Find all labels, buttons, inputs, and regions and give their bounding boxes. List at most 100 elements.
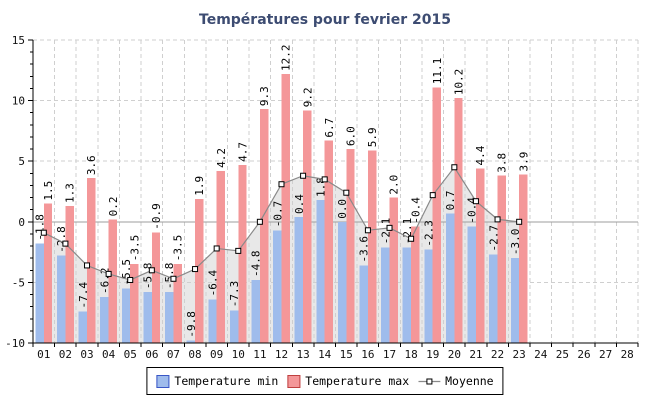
moyenne-marker-14 <box>321 176 328 183</box>
bar-temp-min-01 <box>35 243 44 343</box>
bar-temp-max-08 <box>195 198 204 343</box>
x-tick-label: 01 <box>37 348 50 361</box>
x-tick-label: 05 <box>124 348 137 361</box>
x-tick-label: 23 <box>513 348 526 361</box>
label-temp-max-03: 3.6 <box>85 155 98 175</box>
moyenne-marker-21 <box>472 198 479 205</box>
y-tick-label: 10 <box>12 95 25 108</box>
x-tick-label: 17 <box>383 348 396 361</box>
bar-temp-max-20 <box>454 98 463 344</box>
bar-temp-max-01 <box>43 203 53 343</box>
y-tick-label: 15 <box>12 34 25 47</box>
bar-temp-min-12 <box>273 230 282 343</box>
y-tick-label: 5 <box>18 155 25 168</box>
legend-label-temp-min: Temperature min <box>174 374 279 388</box>
moyenne-marker-09 <box>213 245 220 252</box>
label-temp-min-09: -6.4 <box>206 270 219 297</box>
legend-item-temp-max: Temperature max <box>287 374 409 388</box>
bar-temp-min-07 <box>165 292 174 343</box>
moyenne-marker-10 <box>235 247 242 254</box>
label-temp-max-15: 6.0 <box>345 126 358 146</box>
bar-temp-max-09 <box>216 170 226 343</box>
moyenne-marker-05 <box>127 276 134 283</box>
moyenne-marker-18 <box>408 235 415 242</box>
label-temp-max-20: 10.2 <box>453 69 466 96</box>
label-temp-min-16: -3.6 <box>358 236 371 263</box>
label-temp-min-13: 0.4 <box>293 194 306 214</box>
moyenne-marker-04 <box>105 270 112 277</box>
bar-temp-min-03 <box>78 311 88 343</box>
bar-temp-min-19 <box>424 249 433 343</box>
label-temp-min-06: -5.8 <box>142 263 155 290</box>
bar-temp-max-18 <box>411 226 420 343</box>
x-tick-label: 25 <box>556 348 569 361</box>
label-temp-min-12: -0.7 <box>271 201 284 228</box>
label-temp-min-20: 0.7 <box>444 190 457 210</box>
x-tick-label: 11 <box>253 348 266 361</box>
label-temp-max-12: 12.2 <box>280 44 293 71</box>
x-tick-label: 15 <box>340 348 353 361</box>
moyenne-marker-08 <box>192 266 199 273</box>
bar-temp-max-22 <box>497 175 506 343</box>
y-tick-label: -5 <box>12 276 25 289</box>
bar-temp-min-14 <box>316 199 325 343</box>
label-temp-max-08: 1.9 <box>193 176 206 196</box>
x-tick-label: 24 <box>534 348 548 361</box>
moyenne-marker-11 <box>256 218 263 225</box>
x-tick-label: 19 <box>426 348 439 361</box>
x-tick-label: 07 <box>167 348 180 361</box>
moyenne-marker-07 <box>170 275 177 282</box>
x-tick-label: 04 <box>102 348 116 361</box>
x-tick-label: 27 <box>599 348 612 361</box>
bar-temp-min-18 <box>402 247 412 343</box>
label-temp-min-10: -7.3 <box>228 281 241 308</box>
legend-item-temp-min: Temperature min <box>156 374 278 388</box>
x-tick-label: 14 <box>318 348 332 361</box>
moyenne-marker-12 <box>278 181 285 188</box>
x-tick-label: 09 <box>210 348 223 361</box>
label-temp-min-03: -7.4 <box>77 282 90 309</box>
x-tick-label: 16 <box>361 348 374 361</box>
label-temp-min-08: -9.8 <box>185 311 198 338</box>
moyenne-marker-06 <box>148 267 155 274</box>
bar-temp-max-10 <box>238 164 247 343</box>
bar-temp-min-20 <box>445 213 455 343</box>
bar-temp-max-05 <box>130 264 139 343</box>
label-temp-max-11: 9.3 <box>258 86 271 106</box>
bar-temp-max-16 <box>367 150 377 343</box>
bar-temp-max-12 <box>281 73 290 343</box>
bar-temp-max-21 <box>475 168 485 343</box>
bar-temp-max-23 <box>519 174 528 343</box>
label-temp-max-21: 4.4 <box>474 145 487 165</box>
x-tick-label: 20 <box>448 348 461 361</box>
bar-temp-max-11 <box>259 109 269 343</box>
label-temp-max-19: 11.1 <box>431 58 444 85</box>
label-temp-min-11: -4.8 <box>250 250 263 277</box>
bar-temp-min-22 <box>489 254 498 343</box>
bar-temp-min-21 <box>467 226 476 343</box>
label-temp-max-17: 2.0 <box>388 175 401 195</box>
label-temp-min-07: -5.8 <box>163 263 176 290</box>
moyenne-marker-19 <box>429 192 436 199</box>
temp-min-swatch-icon <box>156 374 170 388</box>
x-tick-label: 13 <box>296 348 309 361</box>
label-temp-max-22: 3.8 <box>496 153 509 173</box>
label-temp-max-10: 4.7 <box>236 142 249 162</box>
x-tick-label: 03 <box>80 348 93 361</box>
bar-temp-max-14 <box>324 140 334 343</box>
moyenne-marker-01 <box>40 229 47 236</box>
chart-title: Températures pour fevrier 2015 <box>199 12 451 28</box>
legend: Temperature min Temperature max Moyenne <box>146 367 504 395</box>
bar-temp-min-05 <box>121 288 131 343</box>
label-temp-max-02: 1.3 <box>64 183 77 203</box>
bar-temp-min-11 <box>251 279 260 343</box>
bar-temp-min-04 <box>100 296 109 343</box>
bar-temp-max-19 <box>432 87 442 343</box>
bar-temp-min-09 <box>208 299 217 343</box>
y-tick-label: -10 <box>5 337 25 350</box>
bar-temp-min-15 <box>337 221 347 343</box>
bar-temp-max-06 <box>151 232 161 343</box>
label-temp-max-09: 4.2 <box>215 148 228 168</box>
bar-temp-min-06 <box>143 292 152 343</box>
bar-temp-min-10 <box>229 310 239 343</box>
